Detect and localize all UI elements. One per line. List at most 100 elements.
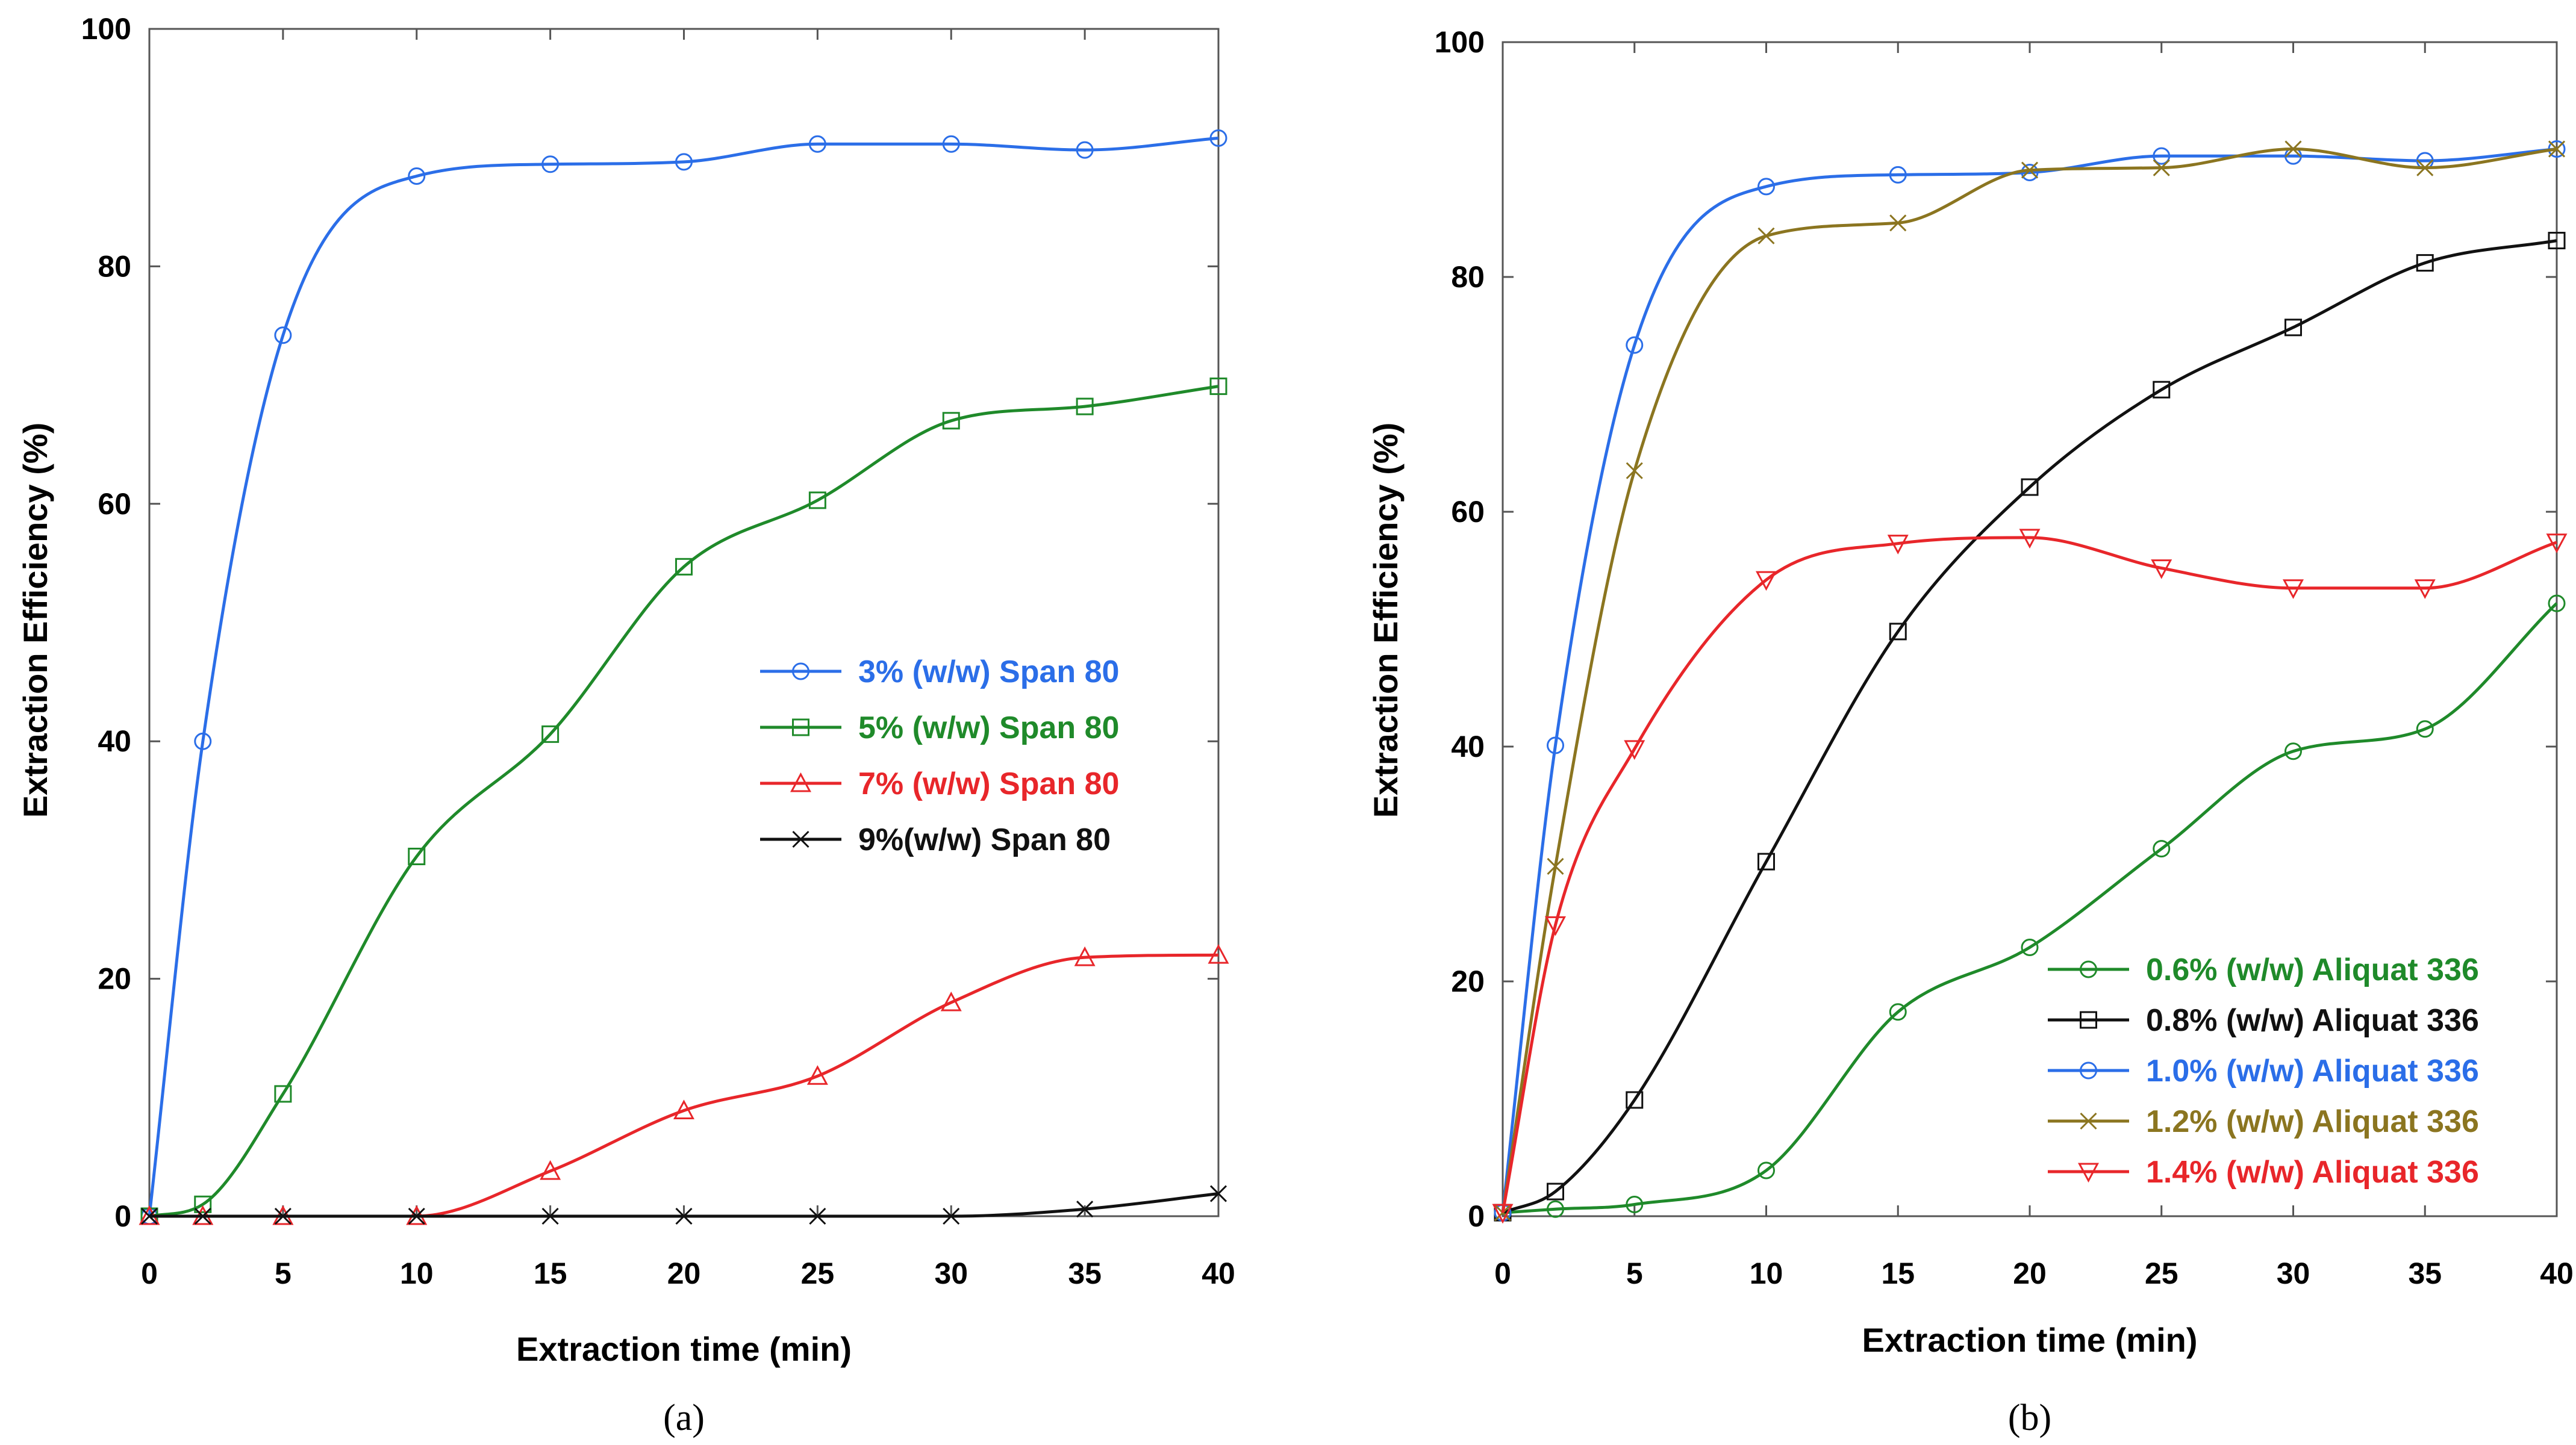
x-axis-title: Extraction time (min) (1862, 1321, 2198, 1359)
x-tick-label: 5 (1626, 1257, 1643, 1290)
y-tick-label: 20 (98, 962, 131, 996)
legend-marker (2080, 960, 2097, 978)
legend-label: 3% (w/w) Span 80 (858, 654, 1119, 689)
data-point (1889, 214, 1907, 232)
data-point (1757, 1161, 1775, 1179)
data-point (2153, 147, 2171, 165)
data-point (675, 153, 693, 171)
y-tick-label: 40 (98, 724, 131, 758)
y-tick-label: 40 (1451, 730, 1485, 763)
series-line (1501, 148, 2557, 1213)
data-point (1889, 166, 1907, 184)
data-point (2284, 319, 2302, 337)
series-4 (1494, 140, 2566, 1222)
data-point (1492, 1204, 1514, 1224)
data-point (1889, 623, 1907, 641)
legend-label: 5% (w/w) Span 80 (858, 710, 1119, 745)
data-point (2548, 594, 2566, 612)
data-point (808, 135, 826, 153)
data-point (2021, 161, 2039, 179)
data-point (809, 1207, 826, 1225)
data-point (1076, 397, 1094, 415)
data-point (2416, 159, 2434, 176)
series-line (1501, 148, 2557, 1213)
y-tick-label: 80 (98, 249, 131, 283)
data-point (1547, 857, 1564, 875)
series-line (1502, 239, 2557, 1214)
data-point (2546, 533, 2568, 553)
data-point (1757, 227, 1775, 244)
x-tick-label: 10 (1750, 1257, 1783, 1290)
data-point (2284, 742, 2302, 760)
series-1 (140, 129, 1227, 1225)
x-axis-title: Extraction time (min) (516, 1330, 852, 1368)
legend: 0.6% (w/w) Aliquat 336 0.8% (w/w) Aliquat… (2048, 952, 2479, 1190)
y-tick-label: 0 (1468, 1199, 1485, 1233)
x-tick-label: 40 (2540, 1257, 2574, 1290)
data-point (1755, 571, 1777, 591)
y-tick-label: 60 (1451, 495, 1485, 529)
legend-marker (790, 772, 812, 792)
data-point (2021, 938, 2039, 956)
plot-frame (148, 28, 1220, 1217)
data-point (408, 847, 426, 865)
x-tick-label: 40 (1202, 1257, 1235, 1290)
data-point (1626, 462, 1643, 479)
legend-marker (2080, 1011, 2097, 1029)
series-line (148, 136, 1219, 1217)
data-point (1887, 535, 1909, 555)
data-point (2548, 140, 2566, 158)
legend-marker (792, 718, 809, 736)
data-point (1209, 1185, 1227, 1202)
legend-label: 1.2% (w/w) Aliquat 336 (2146, 1104, 2479, 1139)
x-tick-label: 35 (1068, 1257, 1102, 1290)
data-point (1208, 943, 1229, 964)
legend-marker (792, 830, 809, 848)
x-tick-label: 0 (1494, 1257, 1511, 1290)
legend-label: 9%(w/w) Span 80 (858, 822, 1111, 857)
x-tick-label: 5 (275, 1257, 292, 1290)
data-point (541, 155, 560, 173)
data-point (541, 725, 560, 743)
data-point (1074, 946, 1096, 966)
series-line (149, 953, 1219, 1218)
data-point (540, 1160, 561, 1180)
data-point (1544, 916, 1567, 936)
data-point (140, 1207, 158, 1225)
data-point (1626, 1196, 1644, 1213)
x-tick-label: 10 (400, 1257, 434, 1290)
x-tick-label: 25 (801, 1257, 835, 1290)
data-point (2416, 720, 2434, 738)
data-point (408, 167, 426, 185)
x-tick-label: 0 (141, 1257, 158, 1290)
data-point (1076, 141, 1094, 159)
legend-marker (2080, 1061, 2097, 1080)
data-point (1626, 1091, 1644, 1109)
data-point (2153, 159, 2170, 176)
y-tick-label: 20 (1451, 965, 1485, 998)
series-5 (1492, 529, 2568, 1224)
data-point (1547, 1182, 1564, 1201)
data-point (940, 991, 962, 1012)
data-point (541, 1207, 559, 1225)
data-point (1624, 740, 1645, 760)
series-3 (139, 943, 1229, 1225)
y-axis-title: Extraction Efficiency (%) (1367, 423, 1405, 818)
x-tick-label: 15 (534, 1257, 567, 1290)
legend-marker (792, 662, 809, 680)
data-point (1209, 378, 1227, 396)
data-point (194, 732, 212, 750)
data-point (942, 135, 960, 153)
data-point (1547, 1200, 1564, 1218)
data-point (2021, 478, 2039, 496)
legend-marker (2080, 1112, 2097, 1130)
y-tick-label: 100 (81, 12, 131, 46)
series-1 (1494, 594, 2566, 1222)
x-tick-label: 15 (1881, 1257, 1915, 1290)
legend-label: 7% (w/w) Span 80 (858, 766, 1119, 801)
x-tick-label: 30 (934, 1257, 968, 1290)
series-line (149, 1192, 1219, 1218)
data-point (943, 1207, 960, 1225)
data-point (2416, 254, 2434, 272)
